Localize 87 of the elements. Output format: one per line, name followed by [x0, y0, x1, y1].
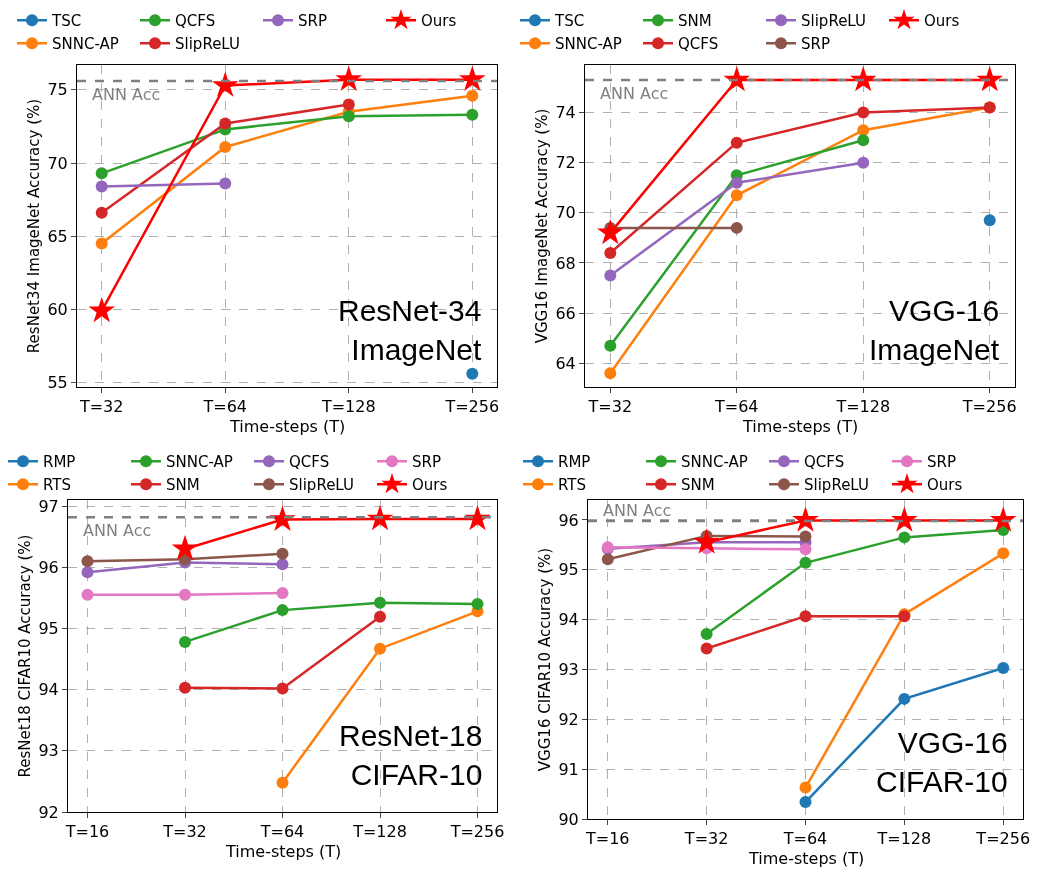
y-tick-label: 72: [555, 153, 576, 173]
y-tick-label: 55: [47, 373, 68, 393]
y-tick-label: 90: [558, 809, 579, 829]
legend-label: Ours: [927, 476, 963, 495]
y-tick-label: 66: [555, 303, 576, 323]
legend-label: SRP: [927, 453, 956, 472]
y-tick-label: 93: [38, 741, 59, 761]
y-tick-label: 91: [558, 759, 579, 779]
y-tick-label: 95: [38, 619, 59, 639]
legend-label: SlipReLU: [804, 476, 869, 495]
legend-label: SRP: [298, 12, 327, 31]
y-tick-label: 65: [47, 226, 68, 246]
x-tick-label: T=256: [975, 829, 1031, 849]
x-axis-title: Time-steps (T): [225, 842, 342, 861]
x-tick-label: T=32: [162, 822, 207, 842]
legend-label: RTS: [43, 476, 72, 495]
legend-label: SNM: [166, 476, 200, 495]
legend-label: SNNC-AP: [52, 35, 119, 54]
annotation: ResNet-18 CIFAR-10: [339, 719, 483, 791]
legend-label: QCFS: [678, 35, 719, 54]
legend-label: SlipReLU: [801, 12, 866, 31]
legend-label: SRP: [801, 35, 830, 54]
x-tick-label: T=256: [961, 397, 1017, 417]
y-axis-title: VGG16 ImageNet Accuracy (%): [532, 108, 551, 344]
y-tick-label: 94: [38, 680, 59, 700]
ref-line-label: ANN Acc: [92, 85, 161, 104]
x-tick-label: T=64: [713, 397, 759, 417]
legend-label: SlipReLU: [175, 35, 240, 54]
x-axis-title: Time-steps (T): [229, 417, 346, 436]
y-tick-label: 68: [555, 253, 576, 273]
y-tick-label: 94: [558, 610, 579, 630]
y-axis-title: VGG16 CIFAR10 Accuracy (%): [535, 547, 554, 772]
y-tick-label: 64: [555, 353, 576, 373]
x-tick-label: T=128: [320, 397, 376, 417]
annotation: ResNet-34 ImageNet: [338, 294, 483, 366]
x-tick-label: T=32: [683, 829, 729, 849]
legend-label: SlipReLU: [289, 476, 354, 495]
legend-label: RTS: [558, 476, 587, 495]
y-tick-label: 96: [38, 557, 59, 577]
legend-label: RMP: [43, 453, 76, 472]
ref-line-label: ANN Acc: [603, 501, 672, 520]
y-tick-label: 92: [558, 709, 579, 729]
x-tick-label: T=64: [782, 829, 828, 849]
y-tick-label: 93: [558, 660, 579, 680]
legend-label: TSC: [554, 12, 585, 31]
legend-label: QCFS: [804, 453, 845, 472]
x-tick-label: T=64: [202, 397, 248, 417]
y-axis-title: ResNet18 CIFAR10 Accuracy (%): [15, 534, 34, 778]
annotation: VGG-16 ImageNet: [869, 294, 1000, 366]
y-tick-label: 96: [558, 510, 579, 530]
y-tick-label: 70: [47, 153, 68, 173]
x-tick-label: T=128: [352, 822, 407, 842]
x-axis-title: Time-steps (T): [748, 849, 865, 868]
y-tick-label: 95: [558, 560, 579, 580]
x-tick-label: T=128: [835, 397, 891, 417]
legend-label: QCFS: [175, 12, 216, 31]
legend-label: RMP: [558, 453, 591, 472]
ref-line-label: ANN Acc: [600, 84, 669, 103]
x-tick-label: T=16: [585, 829, 630, 849]
legend-label: Ours: [421, 12, 457, 31]
x-tick-label: T=16: [64, 822, 110, 842]
legend-label: SNNC-AP: [681, 453, 748, 472]
legend-label: SRP: [412, 453, 441, 472]
x-tick-label: T=256: [444, 397, 500, 417]
y-tick-label: 74: [555, 103, 576, 123]
x-tick-label: T=128: [876, 829, 932, 849]
x-tick-label: T=32: [587, 397, 633, 417]
y-tick-label: 70: [555, 203, 576, 223]
y-tick-label: 92: [38, 802, 59, 822]
legend-label: SNNC-AP: [555, 35, 622, 54]
y-tick-label: 97: [38, 496, 59, 516]
legend-label: SNM: [678, 12, 712, 31]
x-tick-label: T=256: [449, 822, 505, 842]
legend-label: Ours: [412, 476, 448, 495]
ref-line-label: ANN Acc: [83, 521, 152, 540]
legend-label: SNM: [681, 476, 715, 495]
legend-label: QCFS: [289, 453, 330, 472]
y-tick-label: 60: [47, 300, 68, 320]
legend-label: TSC: [51, 12, 82, 31]
x-tick-label: T=64: [259, 822, 305, 842]
x-axis-title: Time-steps (T): [742, 417, 859, 436]
x-tick-label: T=32: [78, 397, 124, 417]
legend-label: Ours: [924, 12, 960, 31]
annotation: VGG-16 CIFAR-10: [876, 726, 1008, 798]
legend-label: SNNC-AP: [166, 453, 233, 472]
y-tick-label: 75: [47, 80, 68, 100]
y-axis-title: ResNet34 ImageNet Accuracy (%): [24, 98, 43, 354]
